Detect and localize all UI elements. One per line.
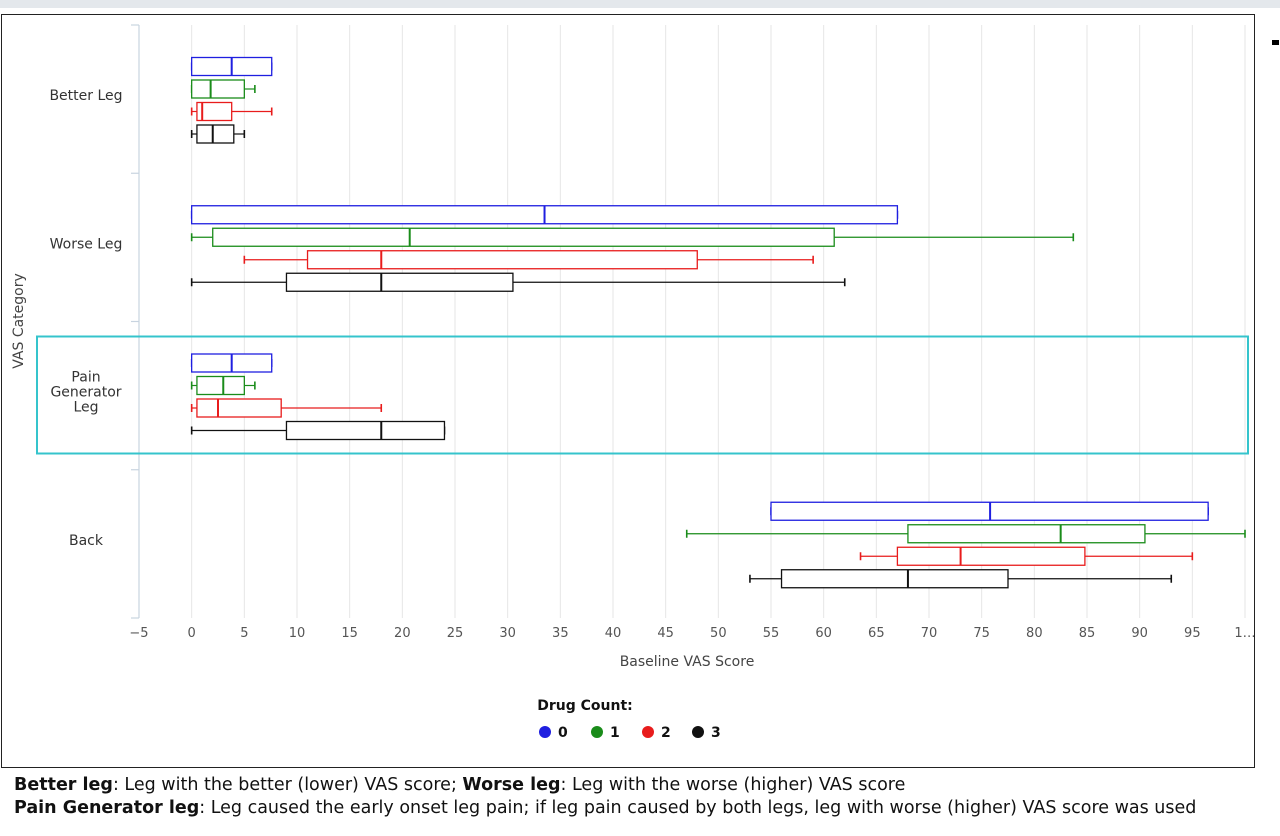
legend-swatch-1 — [591, 726, 603, 738]
x-tick-label: −5 — [129, 626, 148, 641]
legend-label-3: 3 — [711, 725, 721, 741]
footnote-def-better-leg: : Leg with the better (lower) VAS score; — [112, 775, 463, 795]
x-tick-label: 25 — [447, 626, 464, 641]
x-tick-label: 10 — [289, 626, 306, 641]
x-tick-label: 50 — [710, 626, 727, 641]
box — [896, 546, 1086, 566]
legend-swatch-3 — [692, 726, 704, 738]
legend-label-2: 2 — [661, 725, 671, 741]
footnote-term-pain-generator-leg: Pain Generator leg — [14, 798, 200, 818]
category-label: Pain Generator Leg — [50, 370, 121, 416]
x-tick-label: 40 — [605, 626, 622, 641]
box — [196, 124, 235, 144]
x-tick-label: 75 — [973, 626, 990, 641]
footnote-line-1: Better leg: Leg with the better (lower) … — [14, 774, 1274, 797]
box — [196, 375, 245, 396]
x-tick-label: 35 — [552, 626, 569, 641]
legend-swatch-0 — [539, 726, 551, 738]
footnote-term-better-leg: Better leg — [14, 775, 113, 795]
x-tick-label: 1… — [1234, 626, 1254, 641]
legend-title: Drug Count: — [537, 698, 633, 714]
x-tick-label: 45 — [657, 626, 674, 641]
box — [306, 250, 698, 270]
box — [285, 272, 514, 292]
category-label: Back — [69, 533, 104, 549]
y-axis-title: VAS Category — [11, 273, 27, 369]
category-label: Better Leg — [49, 88, 122, 104]
boxplot-chart: −5 0 5 10 15 20 25 30 35 40 45 50 55 60 65 70 75 80 85 90 95… — [11, 24, 1254, 741]
box — [191, 79, 245, 99]
x-tick-label: 30 — [499, 626, 516, 641]
box — [907, 524, 1146, 544]
footnotes: Better leg: Leg with the better (lower) … — [14, 774, 1274, 820]
x-tick-label: 15 — [341, 626, 358, 641]
x-tick-label: 95 — [1184, 626, 1201, 641]
box — [780, 569, 1009, 589]
footnote-def-worse-leg: : Leg with the worse (higher) VAS score — [560, 775, 906, 795]
top-window-bar — [0, 0, 1280, 8]
x-tick-label: 85 — [1079, 626, 1096, 641]
box — [285, 420, 446, 441]
x-tick-label: 60 — [815, 626, 832, 641]
x-tick-label: 20 — [394, 626, 411, 641]
footnote-def-pain-generator-leg: : Leg caused the early onset leg pain; i… — [199, 798, 1197, 818]
x-tick-label: 65 — [868, 626, 885, 641]
right-edge-marker — [1272, 40, 1279, 45]
box — [196, 398, 282, 418]
box — [212, 227, 835, 247]
x-tick-label: 70 — [921, 626, 938, 641]
x-tick-label: 90 — [1131, 626, 1148, 641]
footnote-line-2: Pain Generator leg: Leg caused the early… — [14, 797, 1274, 820]
category-label: Worse Leg — [50, 236, 123, 252]
footnote-term-worse-leg: Worse leg — [462, 775, 561, 795]
x-tick-label: 55 — [763, 626, 780, 641]
legend-label-1: 1 — [610, 725, 620, 741]
x-tick-label: 5 — [240, 626, 248, 641]
legend-swatch-2 — [642, 726, 654, 738]
x-axis-title: Baseline VAS Score — [620, 654, 755, 670]
legend-label-0: 0 — [558, 725, 568, 741]
x-tick-label: 80 — [1026, 626, 1043, 641]
highlight-box — [36, 335, 1249, 455]
x-tick-label: 0 — [188, 626, 196, 641]
chart-frame: −5 0 5 10 15 20 25 30 35 40 45 50 55 60 65 70 75 80 85 90 95… — [1, 14, 1255, 768]
box — [196, 101, 233, 122]
